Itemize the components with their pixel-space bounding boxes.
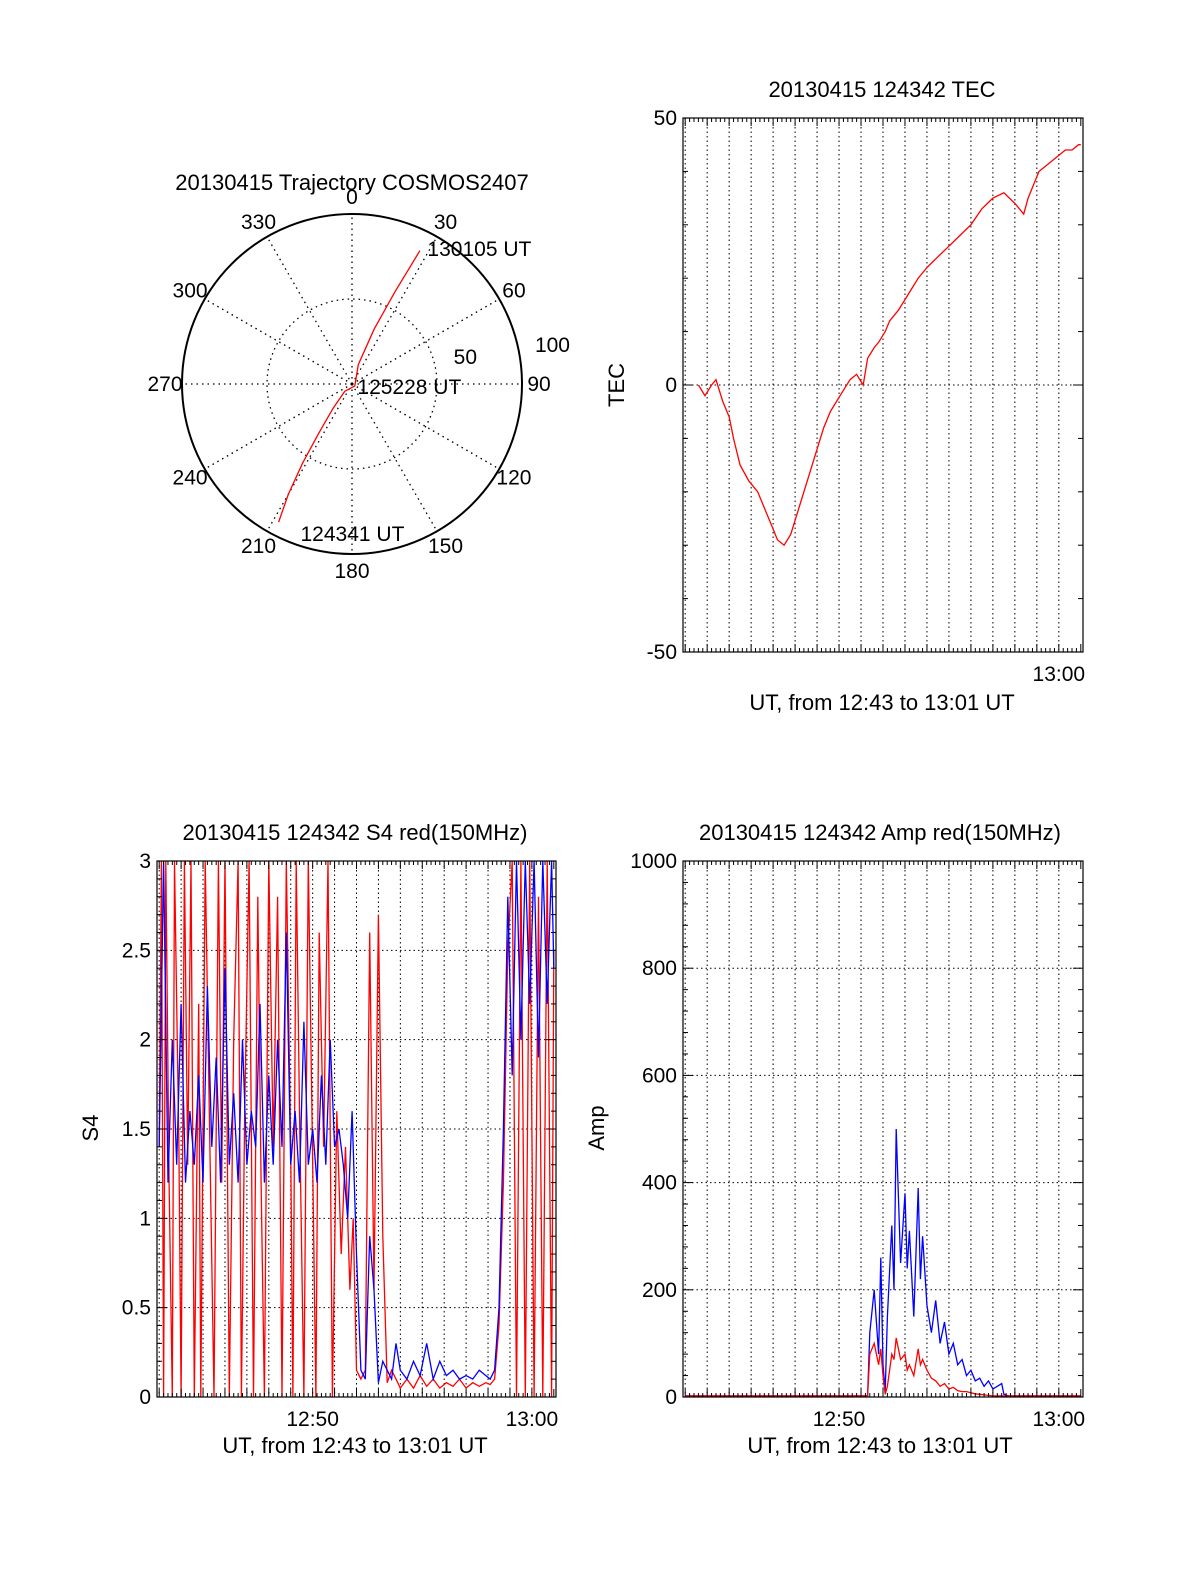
s4-ytick-label: 1 [139,1207,151,1230]
amp-ylabel: Amp [584,1105,609,1150]
s4-series-0 [158,861,555,1397]
s4-plot-area: 0 0.5 1 1.5 2 2.5 3 12:50 13:00 [122,850,558,1431]
tec-series-0 [697,144,1081,547]
polar-spoke [266,383,353,532]
polar-title: 20130415 Trajectory COSMOS2407 [175,170,528,195]
s4-xlabel: UT, from 12:43 to 13:01 UT [222,1433,487,1458]
amp-ytick-label: 800 [642,957,677,980]
tec-xtick-label: 13:00 [1033,663,1086,686]
polar-marks: 0 30 60 90 120 150 180 210 240 270 300 330 50 100 1301… [147,186,570,583]
polar-angle-label: 180 [334,560,369,583]
polar-radius-label: 100 [535,334,570,357]
tec-xlabel: UT, from 12:43 to 13:01 UT [749,690,1014,715]
polar-spoke [204,298,353,385]
amp-series-0 [685,1128,1081,1397]
polar-spoke [266,236,353,385]
polar-angle-label: 210 [241,535,276,558]
amp-plot-area: 0 200 400 600 800 1000 12:50 13:00 [630,850,1085,1431]
s4-ytick-label: 3 [139,850,151,873]
polar-angle-label: 150 [428,535,463,558]
polar-angle-label: 0 [346,186,358,209]
polar-angle-label: 240 [173,467,208,490]
s4-ytick-label: 2 [139,1029,151,1052]
amp-xtick-label: 13:00 [1033,1408,1086,1431]
amp-ytick-label: 200 [642,1279,677,1302]
polar-spoke [204,383,353,470]
amp-title: 20130415 124342 Amp red(150MHz) [699,820,1061,845]
amp-ytick-label: 1000 [630,850,677,873]
tec-title: 20130415 124342 TEC [768,77,995,102]
tec-ytick-label: 0 [665,374,677,397]
polar-spoke [351,298,500,385]
amp-ytick-label: 600 [642,1064,677,1087]
amp-xtick-label: 12:50 [813,1408,866,1431]
polar-spoke [351,383,438,532]
polar-outer-circle [181,213,523,555]
polar-time-annotation: 124341 UT [301,523,405,546]
polar-inner-circle [266,298,438,470]
polar-grid [181,213,523,555]
tec-ytick-label: -50 [647,641,677,664]
polar-trajectory-line [277,250,421,523]
s4-title: 20130415 124342 S4 red(150MHz) [183,820,528,845]
tec-ylabel: TEC [604,363,629,407]
polar-angle-label: 270 [147,373,182,396]
s4-ylabel: S4 [78,1115,103,1142]
polar-angle-label: 330 [241,211,276,234]
amp-xlabel: UT, from 12:43 to 13:01 UT [747,1433,1012,1458]
amp-ytick-label: 400 [642,1172,677,1195]
tec-ytick-label: 50 [654,107,677,130]
polar-time-annotation: 125228 UT [357,376,461,399]
s4-chart-panel: 20130415 124342 S4 red(150MHz) UT, from … [78,820,558,1458]
polar-angle-label: 120 [496,467,531,490]
amp-ytick-label: 0 [665,1386,677,1409]
s4-ytick-label: 1.5 [122,1118,151,1141]
polar-trajectory-panel: 20130415 Trajectory COSMOS2407 0 30 60 90 12… [147,170,570,583]
polar-angle-label: 30 [434,211,457,234]
s4-xtick-label: 13:00 [506,1408,559,1431]
polar-spoke [351,236,438,385]
polar-angle-label: 300 [173,280,208,303]
s4-ytick-label: 2.5 [122,939,151,962]
polar-radius-label: 50 [454,346,477,369]
s4-ytick-label: 0.5 [122,1297,151,1320]
tec-plot-area: -50 0 50 13:00 [647,107,1085,686]
amp-series-1 [685,1337,1081,1397]
s4-xtick-label: 12:50 [286,1408,339,1431]
s4-series-1 [158,861,555,1383]
polar-spoke [351,383,500,470]
polar-angle-label: 90 [527,373,550,396]
amp-chart-panel: 20130415 124342 Amp red(150MHz) UT, from… [584,820,1085,1458]
tec-chart-panel: 20130415 124342 TEC UT, from 12:43 to 13… [604,77,1085,715]
polar-time-annotation: 130105 UT [427,238,531,261]
s4-ytick-label: 0 [139,1386,151,1409]
polar-angle-label: 60 [502,280,525,303]
